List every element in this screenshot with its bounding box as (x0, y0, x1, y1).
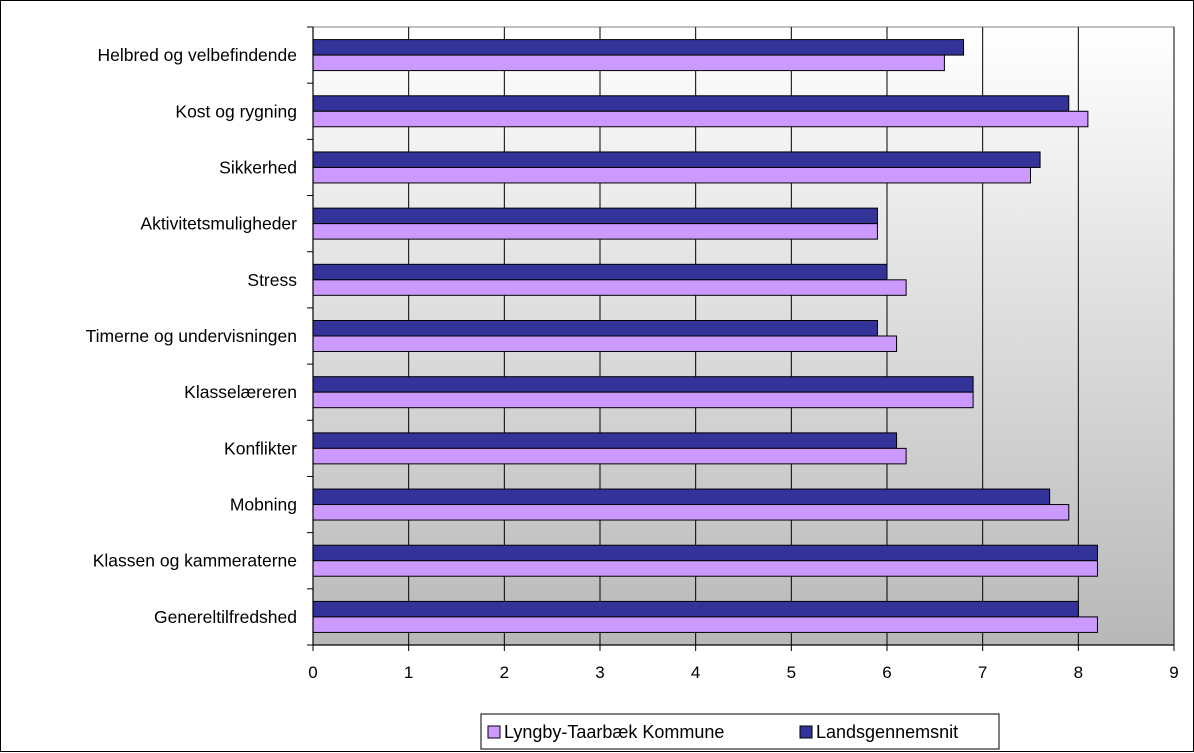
bar (312, 432, 898, 449)
bars (312, 39, 1098, 633)
category-label: Stress (247, 270, 297, 290)
category-label: Klassen og kammeraterne (93, 551, 297, 571)
bar (312, 95, 1070, 112)
legend-swatch-lyngby (487, 725, 501, 739)
bar (312, 488, 1051, 506)
bar (312, 320, 878, 337)
legend-label-lyngby: Lyngby-Taarbæk Kommune (504, 722, 724, 742)
x-tick-label: 7 (978, 663, 987, 682)
category-label: Kost og rygning (175, 101, 297, 121)
bar (312, 39, 965, 56)
bar (312, 376, 974, 393)
x-tick-label: 9 (1169, 663, 1178, 682)
bar (312, 151, 1041, 168)
x-tick-label: 2 (500, 663, 509, 682)
legend-box (480, 713, 1000, 750)
category-label: Helbred og velbefindende (98, 45, 297, 65)
bar (312, 263, 888, 281)
bar (312, 279, 907, 296)
category-label: Konflikter (224, 438, 297, 458)
x-tick-label: 1 (404, 663, 413, 682)
category-label: Klasselæreren (184, 382, 297, 402)
bar (312, 207, 878, 225)
category-label: Genereltilfredshed (154, 607, 297, 627)
bar (312, 616, 1098, 633)
category-labels: Helbred og velbefindende Kost og rygning S… (86, 45, 298, 627)
category-label: Timerne og undervisningen (86, 326, 297, 346)
x-tick-label: 0 (308, 663, 317, 682)
category-label: Sikkerhed (219, 157, 297, 177)
bar (312, 447, 907, 465)
legend-swatch-landsgennemsnit (799, 725, 813, 739)
x-tick-label: 5 (787, 663, 796, 682)
x-tick-label: 6 (882, 663, 891, 682)
legend: Lyngby-Taarbæk Kommune Landsgennemsnit (480, 713, 1000, 750)
x-tick-label: 3 (595, 663, 604, 682)
axes (307, 26, 1175, 651)
tick-labels: 0 1 2 3 4 5 6 7 8 9 (308, 663, 1178, 682)
bar (312, 110, 1089, 128)
bar (312, 600, 1079, 618)
bar (312, 223, 878, 240)
category-label: Aktivitetsmuligheder (140, 214, 297, 234)
x-tick-label: 4 (691, 663, 700, 682)
bar (312, 335, 898, 352)
bar (312, 560, 1098, 577)
bar (312, 504, 1070, 521)
legend-label-landsgennemsnit: Landsgennemsnit (816, 722, 958, 742)
bar (312, 166, 1031, 184)
bar (312, 544, 1098, 562)
x-tick-label: 8 (1074, 663, 1083, 682)
category-label: Mobning (230, 495, 297, 515)
bar (312, 54, 945, 72)
bar (312, 391, 974, 409)
